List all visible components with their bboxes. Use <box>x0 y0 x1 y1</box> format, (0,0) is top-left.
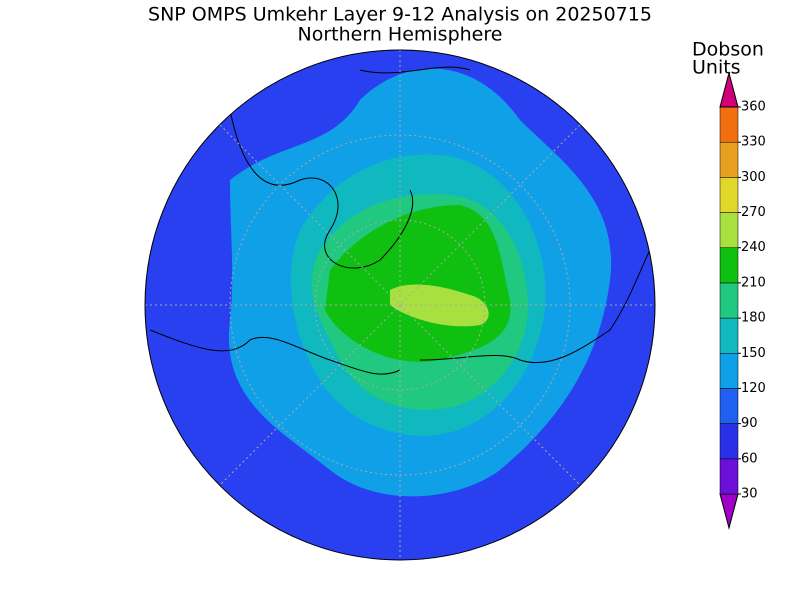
ozone-region <box>390 284 489 327</box>
colorbar-label: Dobson <box>692 39 764 61</box>
colorbar-tick-label: 300 <box>741 170 766 185</box>
colorbar-segment <box>719 71 739 108</box>
colorbar-tick-label: 330 <box>741 135 766 150</box>
colorbar-segment <box>719 212 739 248</box>
map <box>144 49 656 561</box>
colorbar-segment <box>719 388 739 424</box>
colorbar-segment <box>719 141 739 178</box>
colorbar-tick-label: 30 <box>741 487 758 502</box>
colorbar-tick-label: 90 <box>741 416 758 431</box>
colorbar-tick-label: 180 <box>741 311 766 326</box>
title: SNP OMPS Umkehr Layer 9-12 Analysis on 2… <box>148 4 652 26</box>
colorbar-segment <box>719 247 739 284</box>
colorbar-tick-label: 60 <box>741 451 758 466</box>
colorbar-segment <box>719 353 739 389</box>
colorbar-segment <box>719 177 739 213</box>
colorbar-tick-label: 240 <box>741 240 766 255</box>
colorbar-segment <box>719 493 739 530</box>
colorbar-segment <box>719 282 739 319</box>
graticule <box>145 50 655 560</box>
colorbar-tick-label: 210 <box>741 275 766 290</box>
subtitle: Northern Hemisphere <box>298 24 503 46</box>
colorbar-tick-label: 150 <box>741 346 766 361</box>
colorbar-segment <box>719 458 739 495</box>
colorbar-tick-label: 270 <box>741 205 766 220</box>
colorbar-label: Units <box>692 57 741 79</box>
colorbar-segment <box>719 317 739 354</box>
colorbar-segment <box>719 423 739 460</box>
colorbar-segment <box>719 106 739 143</box>
coastlines <box>149 66 651 375</box>
map-border <box>144 49 656 561</box>
colorbar-tick-label: 120 <box>741 381 766 396</box>
colorbar-tick-label: 360 <box>741 100 766 115</box>
